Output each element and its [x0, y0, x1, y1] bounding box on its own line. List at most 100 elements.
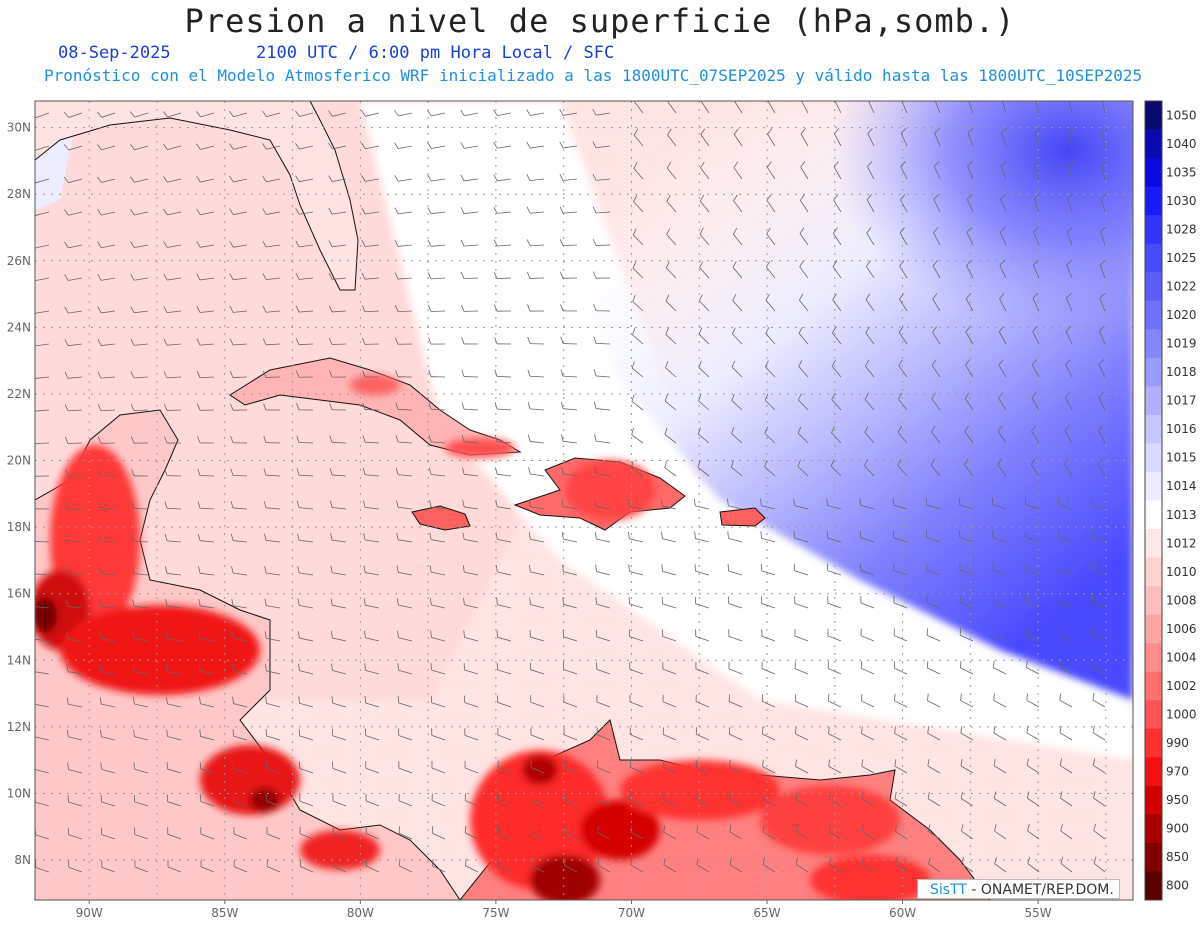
wind-barb	[967, 160, 974, 180]
lat-tick-label: 18N	[7, 520, 31, 534]
wind-barb	[960, 758, 974, 774]
wind-barb	[1058, 497, 1073, 510]
wind-barb	[1091, 529, 1106, 543]
wind-barb	[832, 293, 842, 312]
wind-barb	[299, 859, 314, 873]
wind-barb	[663, 857, 677, 873]
wind-barb	[1025, 530, 1040, 543]
wind-barb	[927, 759, 941, 774]
lat-tick-label: 8N	[14, 853, 31, 867]
wind-barb	[695, 727, 710, 741]
wind-barb	[431, 728, 446, 741]
wind-barb	[699, 228, 710, 246]
wind-barb	[65, 599, 83, 609]
wind-barb	[592, 108, 611, 116]
wind-barbs	[35, 101, 1108, 873]
cuba-landmass	[229, 357, 522, 456]
wind-barb	[395, 467, 413, 477]
wind-barb	[961, 824, 974, 840]
wind-barb	[795, 759, 809, 774]
wind-barb	[997, 425, 1007, 444]
wind-barb	[295, 208, 314, 215]
wind-barb	[998, 359, 1007, 378]
wind-barb	[196, 241, 215, 248]
wind-barb	[465, 858, 479, 873]
wind-barb	[628, 564, 644, 576]
wind-barb	[364, 695, 380, 708]
wind-barb	[1099, 325, 1106, 345]
wind-barb	[232, 696, 248, 708]
wind-barb	[494, 434, 512, 444]
wind-barb	[794, 661, 809, 675]
colorbar-label: 850	[1166, 850, 1189, 864]
wind-barb	[860, 596, 875, 609]
colorbar-swatch	[1145, 272, 1162, 302]
wind-barb	[698, 294, 710, 312]
wind-barb	[593, 401, 611, 411]
wind-barb	[960, 693, 974, 708]
wind-barb	[98, 566, 116, 576]
wind-barb	[529, 564, 545, 576]
wind-barb	[130, 273, 149, 281]
wind-barb	[328, 337, 347, 345]
wind-barb	[693, 498, 710, 510]
colorbar-label: 1040	[1166, 137, 1197, 151]
wind-barb	[365, 859, 380, 873]
wind-barb	[163, 273, 182, 281]
wind-barb	[233, 859, 248, 873]
wind-barb	[827, 628, 842, 642]
wind-barb	[1099, 259, 1106, 279]
wind-barb	[861, 759, 875, 774]
wind-barb	[628, 629, 644, 642]
wind-barb	[167, 859, 182, 873]
wind-barb	[991, 497, 1007, 510]
wind-barb	[596, 792, 611, 807]
wind-barb	[1067, 193, 1074, 213]
colorbar-swatch	[1145, 329, 1162, 359]
wind-barb	[328, 175, 347, 182]
wind-barb	[64, 274, 83, 281]
wind-barb	[595, 629, 611, 642]
wind-barb	[231, 566, 248, 576]
wind-barb	[1067, 161, 1074, 180]
lon-tick-label: 80W	[347, 906, 374, 920]
wind-barb	[930, 458, 941, 477]
colorbar-label: 1015	[1166, 451, 1197, 465]
wind-barb	[695, 629, 710, 642]
wind-barb	[860, 661, 875, 675]
colorbar-swatch	[1145, 300, 1162, 330]
wind-barb	[699, 261, 710, 279]
wind-barb	[331, 663, 347, 675]
colorbar-swatch	[1145, 671, 1162, 701]
wind-barb	[899, 293, 908, 312]
lon-tick-label: 90W	[76, 906, 103, 920]
lat-tick-label: 12N	[7, 720, 31, 734]
wind-barb	[295, 273, 314, 280]
wind-barb	[561, 499, 578, 510]
wind-barb	[727, 531, 743, 543]
wind-barb	[662, 694, 677, 708]
wind-barb	[563, 793, 578, 807]
wind-barb	[893, 628, 908, 642]
colorbar-label: 1004	[1166, 650, 1197, 664]
wind-barb	[165, 631, 182, 642]
wind-barb	[362, 467, 380, 477]
wind-barb	[429, 500, 446, 510]
wind-barb	[196, 371, 215, 379]
wind-barb	[732, 260, 743, 279]
wind-barb	[833, 161, 842, 180]
wind-barb	[429, 532, 446, 543]
wind-barb	[1064, 425, 1073, 444]
wind-barb	[662, 760, 677, 774]
wind-barb	[395, 370, 413, 378]
wind-barb	[266, 794, 281, 807]
wind-barb	[494, 304, 512, 312]
lon-tick-label: 55W	[1025, 906, 1052, 920]
credit-brand: SisTT	[930, 882, 967, 898]
wind-barb	[328, 207, 347, 215]
wind-barb	[97, 306, 116, 314]
wind-barb	[629, 662, 644, 675]
wind-barb	[861, 857, 875, 873]
wind-barb	[496, 597, 512, 609]
wind-barb	[592, 238, 611, 246]
